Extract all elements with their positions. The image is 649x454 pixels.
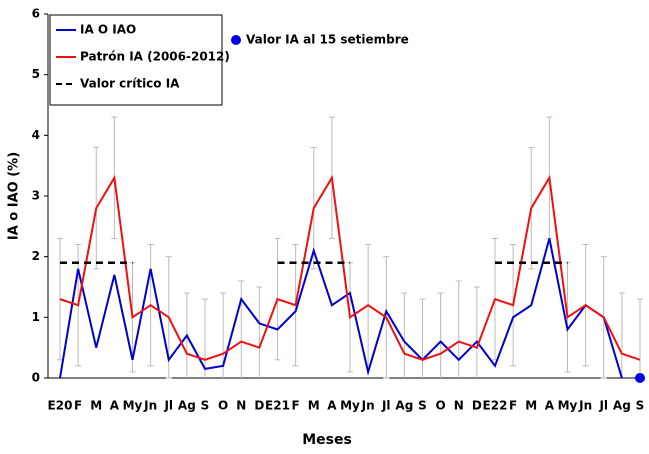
y-tick-label: 5 — [32, 67, 40, 81]
legend-label: IA O IAO — [80, 23, 136, 37]
x-tick-label: D — [254, 399, 264, 413]
y-tick-label: 1 — [32, 310, 40, 324]
x-tick-label: Ag — [178, 399, 196, 413]
x-tick-label: M — [90, 399, 102, 413]
y-tick-label: 6 — [32, 7, 40, 21]
y-axis-label: IA o IAO (%) — [7, 152, 22, 240]
legend-label: Patrón IA (2006-2012) — [80, 50, 230, 64]
x-tick-label: Jl — [381, 399, 391, 413]
x-tick-label: A — [327, 399, 337, 413]
x-tick-label: O — [436, 399, 446, 413]
x-tick-label: N — [236, 399, 246, 413]
x-tick-label: My — [340, 399, 360, 413]
x-tick-label: Jn — [578, 399, 592, 413]
x-tick-label: F — [292, 399, 300, 413]
legend-label: Valor crítico IA — [80, 77, 180, 91]
x-tick-label: Jl — [598, 399, 608, 413]
series-line — [59, 174, 641, 361]
x-tick-label: Jn — [361, 399, 375, 413]
x-tick-label: Ag — [395, 399, 413, 413]
x-tick-label: E22 — [483, 399, 508, 413]
x-tick-label: E20 — [48, 399, 73, 413]
x-tick-label: F — [74, 399, 82, 413]
x-tick-label: Ag — [613, 399, 631, 413]
x-tick-label: Jl — [163, 399, 173, 413]
x-tick-label: O — [218, 399, 228, 413]
x-tick-label: A — [110, 399, 120, 413]
x-tick-label: Jn — [143, 399, 157, 413]
data-point — [635, 373, 645, 383]
x-tick-label: E21 — [265, 399, 290, 413]
x-tick-label: F — [509, 399, 517, 413]
x-tick-label: D — [472, 399, 482, 413]
x-tick-label: S — [201, 399, 210, 413]
x-axis-label: Meses — [302, 432, 352, 448]
x-tick-label: M — [308, 399, 320, 413]
y-tick-label: 2 — [32, 249, 40, 263]
x-tick-label: S — [636, 399, 645, 413]
series-line — [59, 238, 623, 379]
x-tick-label: S — [418, 399, 427, 413]
y-tick-label: 3 — [32, 189, 40, 203]
x-tick-label: My — [558, 399, 578, 413]
legend-label: Valor IA al 15 setiembre — [246, 33, 409, 47]
legend-box — [49, 14, 223, 106]
x-tick-label: N — [454, 399, 464, 413]
x-tick-label: A — [545, 399, 555, 413]
x-tick-label: M — [525, 399, 537, 413]
legend-swatch — [231, 35, 241, 45]
x-tick-label: My — [123, 399, 143, 413]
y-tick-label: 0 — [32, 371, 40, 385]
y-tick-label: 4 — [32, 128, 40, 142]
